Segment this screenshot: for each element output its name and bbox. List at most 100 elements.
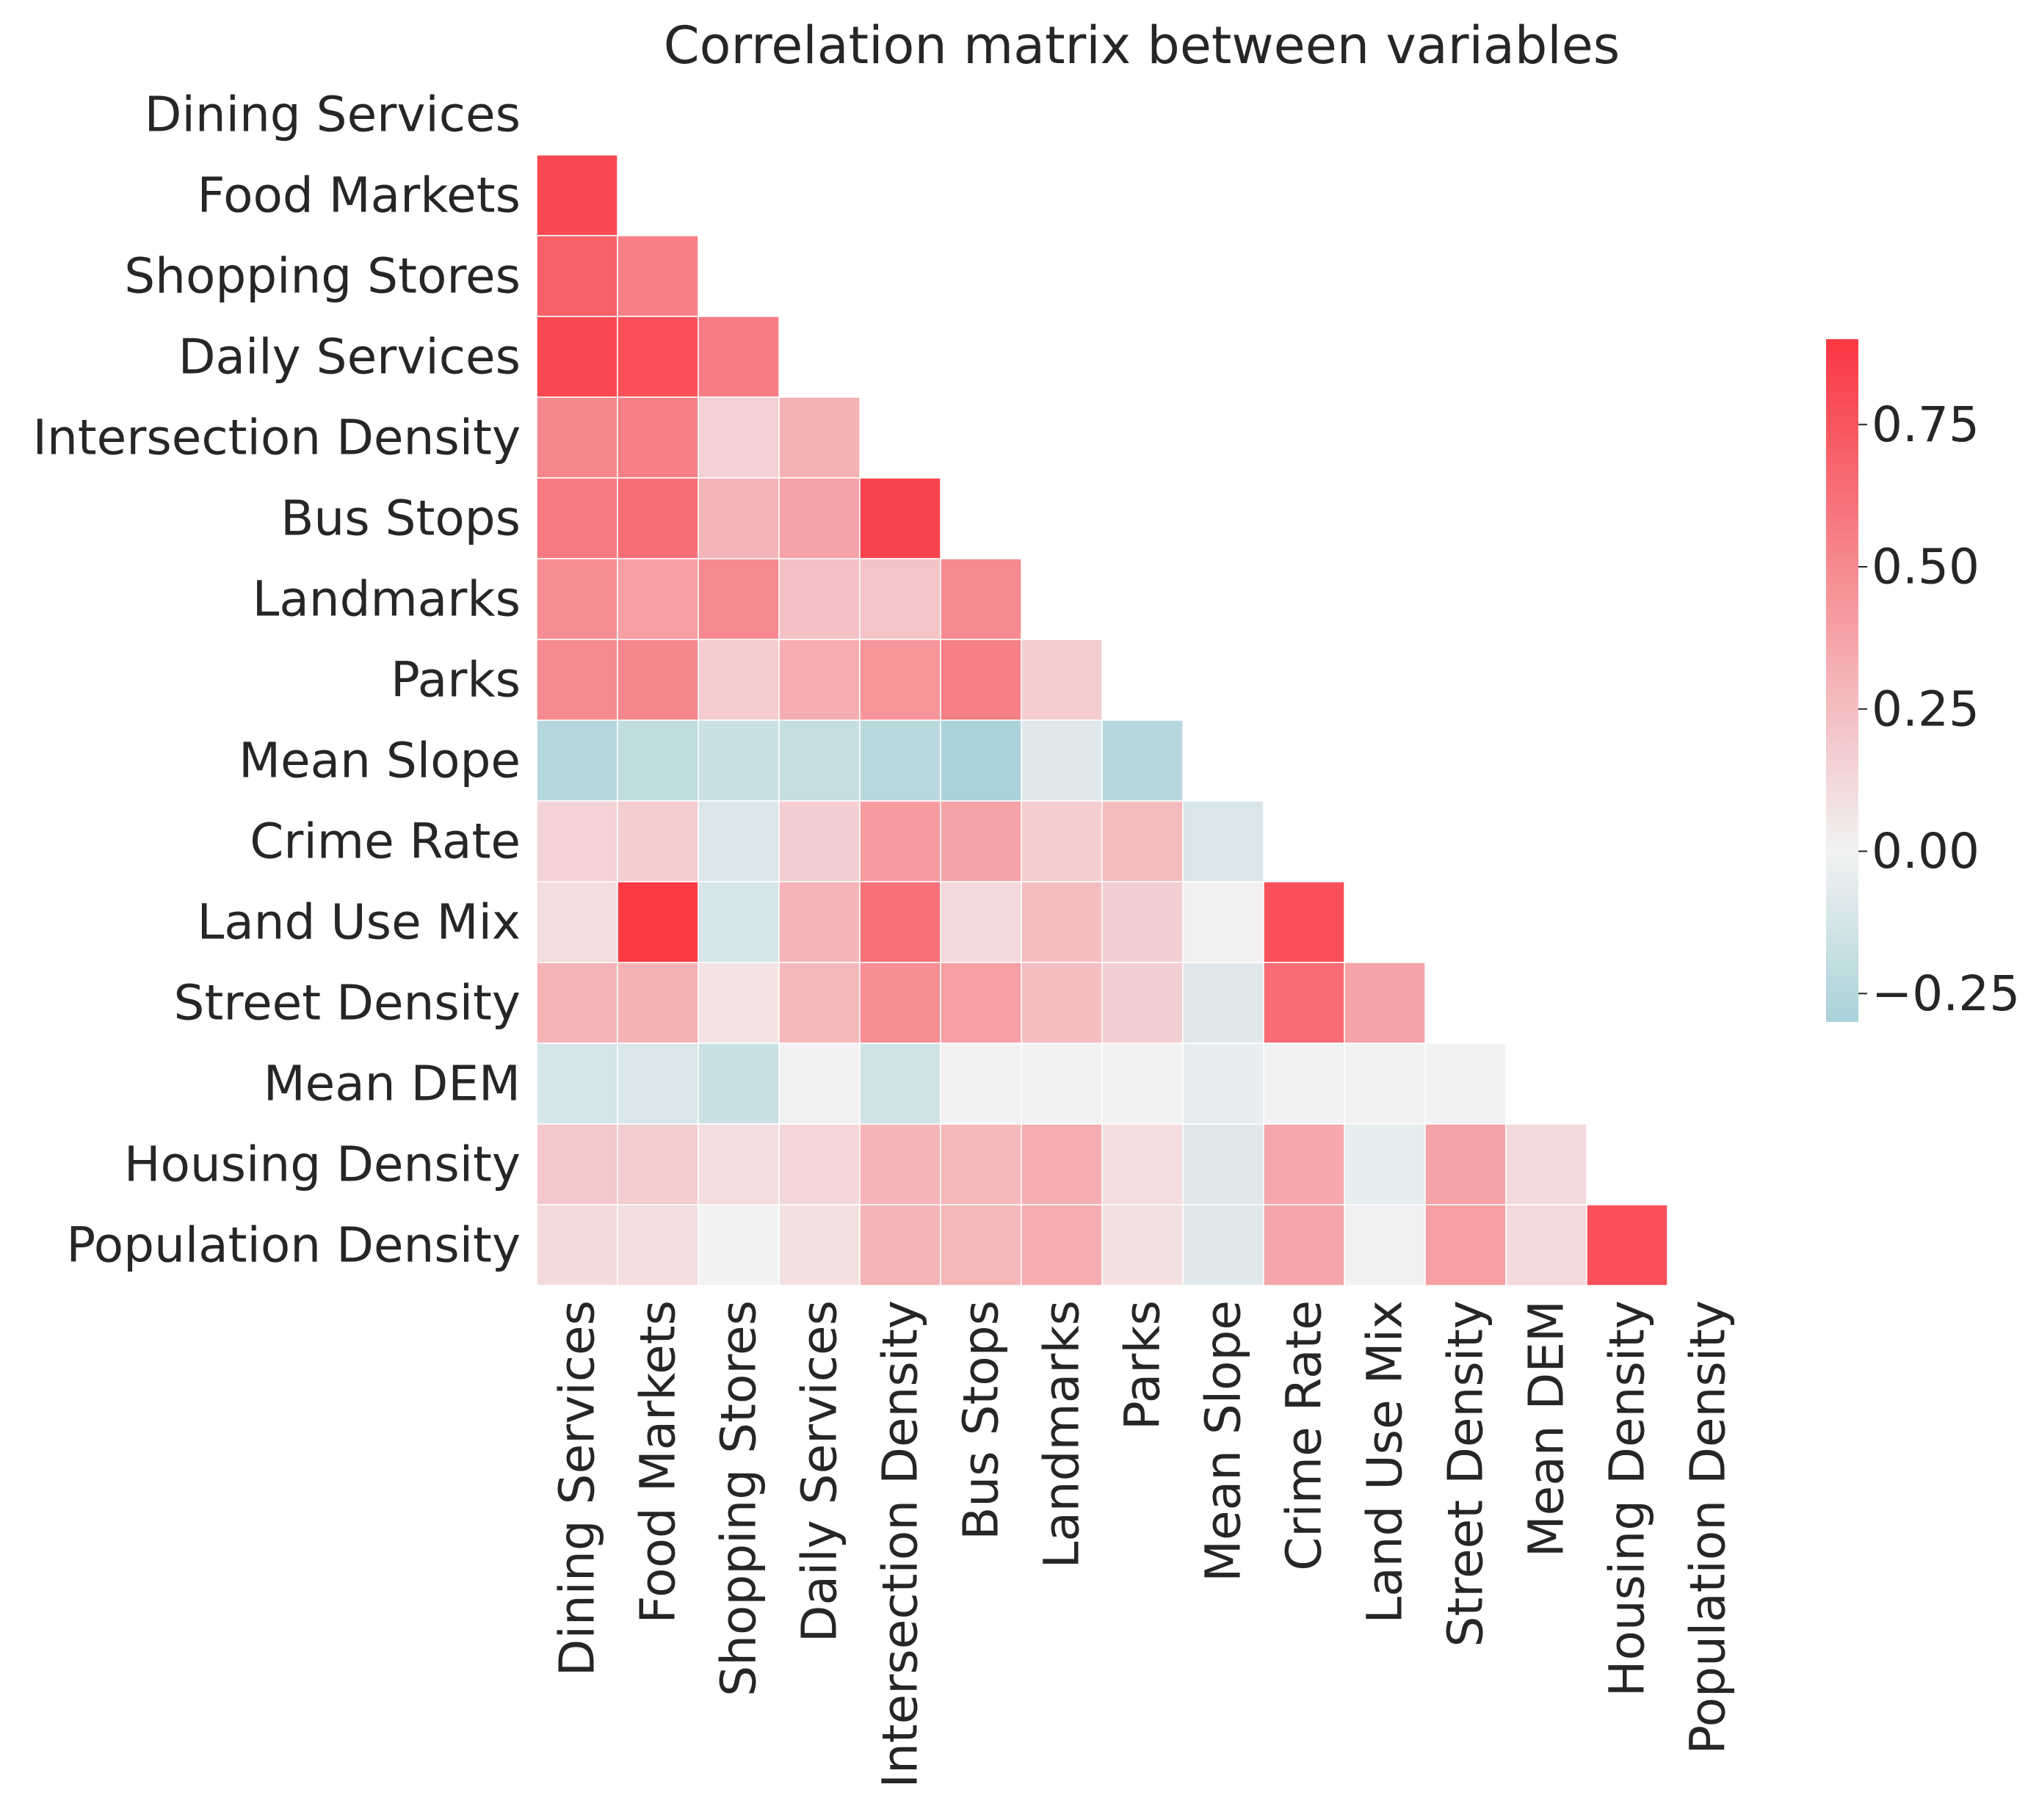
y-tick-label: Mean Slope: [239, 733, 521, 789]
cell-mean-slope-x-shopping-stores: [698, 719, 780, 802]
cell-mean-dem-x-land-use-mix: [1344, 1043, 1426, 1125]
cell-mean-slope-x-landmarks: [1021, 719, 1103, 802]
cell-crime-rate-x-dining-services: [536, 800, 618, 882]
cell-housing-density-x-dining-services: [536, 1123, 618, 1206]
cell-parks-x-daily-services: [778, 639, 861, 721]
cell-housing-density-x-mean-dem: [1505, 1123, 1587, 1206]
cell-shopping-stores-x-food-markets: [617, 235, 699, 317]
cell-land-use-mix-x-crime-rate: [1263, 881, 1345, 963]
cell-population-density-x-intersection-density: [859, 1204, 941, 1286]
cell-crime-rate-x-landmarks: [1021, 800, 1103, 882]
y-tick-label: Land Use Mix: [197, 894, 521, 951]
cell-bus-stops-x-daily-services: [778, 477, 861, 559]
cell-parks-x-dining-services: [536, 639, 618, 721]
cell-housing-density-x-land-use-mix: [1344, 1123, 1426, 1206]
cell-population-density-x-landmarks: [1021, 1204, 1103, 1286]
x-tick-label: Bus Stops: [953, 1300, 1010, 1540]
cell-crime-rate-x-parks: [1101, 800, 1184, 882]
y-tick-label: Mean DEM: [264, 1056, 521, 1112]
x-tick-label: Shopping Stores: [711, 1300, 767, 1697]
y-tick-label: Parks: [391, 652, 521, 708]
colorbar: 0.75 0.50 0.25 0.00 −0.25: [1826, 339, 2020, 1022]
cell-mean-dem-x-shopping-stores: [698, 1043, 780, 1125]
cell-crime-rate-x-intersection-density: [859, 800, 941, 882]
x-tick-label: Dining Services: [549, 1300, 606, 1676]
cell-mean-dem-x-food-markets: [617, 1043, 699, 1125]
cell-population-density-x-housing-density: [1586, 1204, 1668, 1286]
y-tick-label: Dining Services: [145, 87, 521, 143]
y-tick-label: Housing Density: [124, 1136, 521, 1193]
x-tick-label: Food Markets: [630, 1300, 687, 1624]
cell-street-density-x-mean-slope: [1182, 962, 1264, 1044]
cell-street-density-x-land-use-mix: [1344, 962, 1426, 1044]
x-tick-label: Crime Rate: [1276, 1300, 1333, 1571]
cell-population-density-x-shopping-stores: [698, 1204, 780, 1286]
cell-intersection-density-x-food-markets: [617, 396, 699, 479]
cell-intersection-density-x-dining-services: [536, 396, 618, 479]
cell-landmarks-x-shopping-stores: [698, 558, 780, 640]
cell-intersection-density-x-shopping-stores: [698, 396, 780, 479]
cell-crime-rate-x-daily-services: [778, 800, 861, 882]
cell-shopping-stores-x-dining-services: [536, 235, 618, 317]
x-tick-label: Street Density: [1438, 1300, 1494, 1647]
cell-housing-density-x-landmarks: [1021, 1123, 1103, 1206]
cell-crime-rate-x-food-markets: [617, 800, 699, 882]
cell-bus-stops-x-dining-services: [536, 477, 618, 559]
cell-land-use-mix-x-shopping-stores: [698, 881, 780, 963]
cell-housing-density-x-shopping-stores: [698, 1123, 780, 1206]
cell-mean-slope-x-food-markets: [617, 719, 699, 802]
cell-housing-density-x-street-density: [1424, 1123, 1507, 1206]
cell-mean-slope-x-bus-stops: [940, 719, 1022, 802]
cell-land-use-mix-x-intersection-density: [859, 881, 941, 963]
cell-street-density-x-daily-services: [778, 962, 861, 1044]
cell-daily-services-x-food-markets: [617, 316, 699, 398]
cell-street-density-x-landmarks: [1021, 962, 1103, 1044]
cell-landmarks-x-food-markets: [617, 558, 699, 640]
cell-land-use-mix-x-food-markets: [617, 881, 699, 963]
chart-title: Correlation matrix between variables: [664, 15, 1620, 76]
cell-street-density-x-crime-rate: [1263, 962, 1345, 1044]
cell-housing-density-x-food-markets: [617, 1123, 699, 1206]
x-tick-label: Mean Slope: [1195, 1300, 1252, 1582]
cell-mean-dem-x-mean-slope: [1182, 1043, 1264, 1125]
cell-housing-density-x-intersection-density: [859, 1123, 941, 1206]
cell-street-density-x-food-markets: [617, 962, 699, 1044]
cell-bus-stops-x-shopping-stores: [698, 477, 780, 559]
cell-street-density-x-intersection-density: [859, 962, 941, 1044]
cell-housing-density-x-daily-services: [778, 1123, 861, 1206]
cell-parks-x-intersection-density: [859, 639, 941, 721]
cell-bus-stops-x-food-markets: [617, 477, 699, 559]
cell-street-density-x-dining-services: [536, 962, 618, 1044]
y-tick-label: Daily Services: [178, 329, 521, 385]
cell-street-density-x-bus-stops: [940, 962, 1022, 1044]
cell-population-density-x-bus-stops: [940, 1204, 1022, 1286]
cell-mean-dem-x-bus-stops: [940, 1043, 1022, 1125]
cell-population-density-x-street-density: [1424, 1204, 1507, 1286]
cell-daily-services-x-shopping-stores: [698, 316, 780, 398]
cell-parks-x-food-markets: [617, 639, 699, 721]
colorbar-tick-label: 0.75: [1872, 396, 1980, 453]
cell-parks-x-landmarks: [1021, 639, 1103, 721]
cell-mean-dem-x-landmarks: [1021, 1043, 1103, 1125]
colorbar-tick-label: 0.25: [1872, 681, 1980, 737]
cell-food-markets-x-dining-services: [536, 154, 618, 236]
cell-street-density-x-parks: [1101, 962, 1184, 1044]
y-axis-tick-labels: Dining Services Food Markets Shopping Stor…: [32, 87, 521, 1274]
cell-land-use-mix-x-bus-stops: [940, 881, 1022, 963]
y-tick-label: Population Density: [66, 1217, 521, 1274]
cell-bus-stops-x-intersection-density: [859, 477, 941, 559]
cell-population-density-x-crime-rate: [1263, 1204, 1345, 1286]
x-tick-label: Housing Density: [1599, 1300, 1656, 1697]
cell-landmarks-x-dining-services: [536, 558, 618, 640]
y-tick-label: Crime Rate: [250, 813, 521, 870]
colorbar-gradient: [1826, 339, 1858, 1022]
cell-population-density-x-parks: [1101, 1204, 1184, 1286]
heatmap-cells: [536, 154, 1668, 1286]
cell-housing-density-x-crime-rate: [1263, 1123, 1345, 1206]
cell-housing-density-x-bus-stops: [940, 1123, 1022, 1206]
y-tick-label: Food Markets: [197, 167, 521, 224]
x-tick-label: Mean DEM: [1518, 1300, 1575, 1557]
cell-parks-x-shopping-stores: [698, 639, 780, 721]
x-tick-label: Landmarks: [1034, 1300, 1090, 1568]
cell-mean-dem-x-intersection-density: [859, 1043, 941, 1125]
